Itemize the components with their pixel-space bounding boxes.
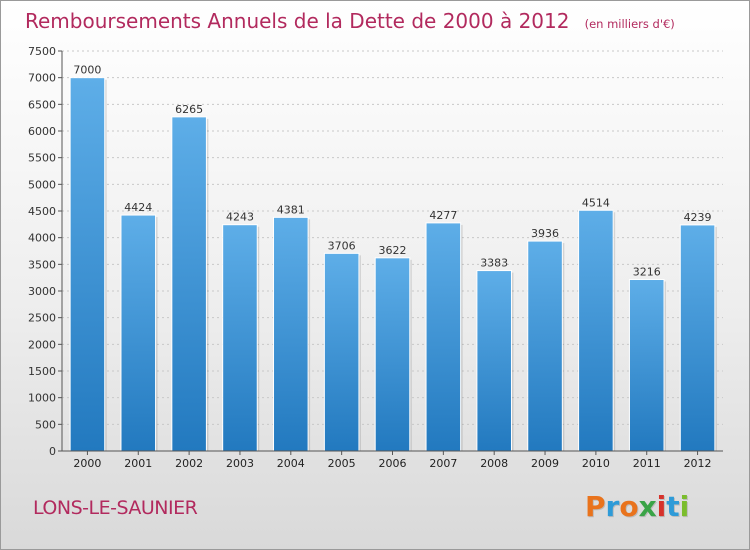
y-tick-label: 4500 [28,205,56,218]
bar-value-label: 3706 [328,239,356,252]
y-tick-label: 4000 [28,232,56,245]
bar [527,240,563,452]
y-tick-label: 500 [35,418,56,431]
x-tick-label: 2010 [582,457,610,470]
bar-value-label: 4381 [277,203,305,216]
chart-subtitle: (en milliers d'€) [584,17,675,31]
brand-letter: x [638,490,657,523]
y-tick-label: 2500 [28,312,56,325]
bar [273,216,309,452]
x-tick-label: 2005 [328,457,356,470]
brand-letter: i [656,490,667,523]
bar-value-label: 4243 [226,211,254,224]
y-tick-label: 6500 [28,98,56,111]
place-name: LONS-LE-SAUNIER [33,497,198,519]
bar [374,257,411,452]
bar-value-label: 3936 [531,227,559,240]
y-tick-label: 1500 [28,365,56,378]
x-tick-label: 2001 [124,457,152,470]
y-tick-label: 7500 [28,45,56,58]
y-tick-label: 5500 [28,152,56,165]
y-tick-label: 5000 [28,178,56,191]
bar-value-label: 3622 [379,244,407,257]
y-tick-label: 3500 [28,258,56,271]
title-row: Remboursements Annuels de la Dette de 20… [25,9,675,33]
x-tick-label: 2009 [531,457,559,470]
brand-letter: r [605,490,620,523]
y-tick-label: 3000 [28,285,56,298]
x-tick-label: 2002 [175,457,203,470]
brand-letter: o [619,490,639,523]
brand-letter: i [679,490,690,523]
brand-letter: P [585,490,606,523]
bar [171,116,207,452]
x-tick-label: 2004 [277,457,305,470]
axes: 0 500 1000 1500 2000 2500 3000 3500 4000 4500 5000… [28,45,723,470]
brand-letter: t [666,490,680,523]
x-tick-label: 2011 [633,457,661,470]
bar-value-label: 4277 [429,209,457,222]
bar-value-label: 4424 [124,201,152,214]
value-labels: 7000 4424 6265 4243 4381 3706 3622 4277 3383 3936… [73,64,711,279]
y-tick-label: 1000 [28,392,56,405]
bar-value-label: 6265 [175,103,203,116]
bar [69,77,106,452]
y-tick-label: 0 [49,445,56,458]
y-tick-label: 7000 [28,72,56,85]
bar-value-label: 3383 [480,257,508,270]
x-tick-label: 2007 [429,457,457,470]
bar-value-label: 4514 [582,196,610,209]
chart-title: Remboursements Annuels de la Dette de 20… [25,9,570,33]
x-tick-label: 2012 [684,457,712,470]
bar-value-label: 7000 [73,64,101,77]
bar [578,209,614,452]
bar [222,224,258,452]
bar [425,222,462,452]
bar [323,252,360,452]
x-tick-label: 2000 [73,457,101,470]
x-tick-label: 2006 [379,457,407,470]
x-tick-label: 2003 [226,457,254,470]
bar [679,224,716,452]
y-tick-label: 2000 [28,338,56,351]
bar [628,278,665,452]
bar-value-label: 4239 [684,211,712,224]
bars [69,77,717,452]
bar-value-label: 3216 [633,265,661,278]
bar [120,214,157,452]
y-tick-label: 6000 [28,125,56,138]
bar [476,270,512,452]
x-tick-label: 2008 [480,457,508,470]
brand-logo: Proxiti [585,490,689,523]
